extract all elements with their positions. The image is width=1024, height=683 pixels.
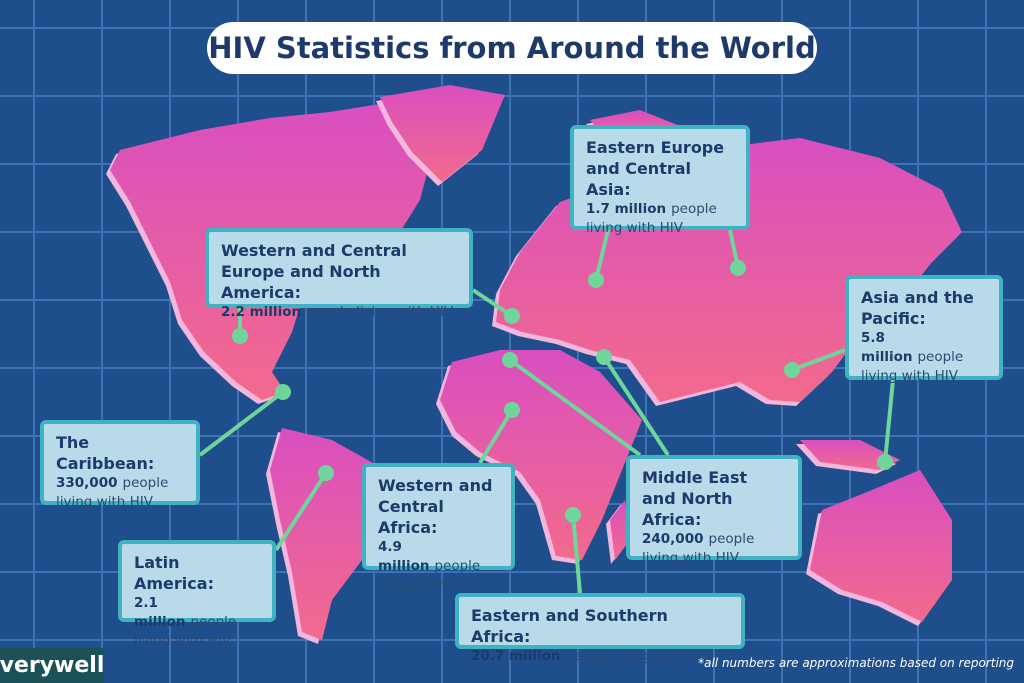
- connector-dot: [877, 454, 893, 470]
- land: [810, 470, 952, 622]
- region-box: Eastern and Southern Africa: 20.7 million…: [455, 593, 745, 664]
- region-figure: 4.9 million: [378, 539, 430, 574]
- land: [380, 85, 505, 182]
- region-text: people living with HIV: [378, 558, 481, 593]
- region-text: people living with HIV: [565, 648, 713, 664]
- connector-dot: [504, 402, 520, 418]
- region-figure: 5.8 million: [861, 330, 913, 365]
- region-stat: 5.8 million people living with HIV: [861, 329, 987, 386]
- connector: [883, 379, 895, 463]
- region-box: Middle East and North Africa: 240,000 peop…: [626, 455, 802, 566]
- region-stat: 1.7 million people living with HIV: [586, 200, 734, 238]
- connector-dot: [275, 384, 291, 400]
- region-figure: 330,000: [56, 475, 118, 491]
- region-box: The Caribbean: 330,000 people living with …: [40, 420, 200, 510]
- connector: [594, 229, 610, 281]
- region-figure: 2.2 million: [221, 304, 302, 320]
- region-name: Middle East and North Africa:: [642, 468, 748, 529]
- region-text: people living with HIV: [861, 349, 964, 384]
- region-stat: 330,000 people living with HIV: [56, 474, 184, 512]
- connector-dot: [588, 272, 604, 288]
- connector: [791, 348, 846, 372]
- region-name: Asia and the Pacific:: [861, 288, 974, 328]
- region-figure: 240,000: [642, 531, 704, 547]
- region-box: Latin America: 2.1 million people living w…: [118, 540, 276, 649]
- title: HIV Statistics from Around the World: [207, 22, 817, 74]
- connector-dot: [596, 349, 612, 365]
- connector-dot: [730, 260, 746, 276]
- region-stat: 240,000 people living with HIV: [642, 530, 786, 568]
- connector: [508, 358, 642, 457]
- region-name: Eastern and Southern Africa:: [471, 606, 668, 646]
- region-name: Eastern Europe and Central Asia:: [586, 138, 725, 199]
- region-text: people living with HIV: [642, 531, 755, 566]
- region-box: Western and Central Africa: 4.9 million pe…: [362, 463, 515, 593]
- connector-dot: [318, 465, 334, 481]
- land: [800, 440, 900, 470]
- connector-dot: [784, 362, 800, 378]
- region-box: Eastern Europe and Central Asia: 1.7 mill…: [570, 125, 750, 236]
- region-stat: 2.2 million people living with HIV: [221, 303, 457, 322]
- region-figure: 20.7 million: [471, 648, 561, 664]
- region-stat: 4.9 million people living with HIV: [378, 538, 499, 595]
- region-box: Asia and the Pacific: 5.8 million people l…: [845, 275, 1003, 384]
- logo: verywell: [0, 648, 104, 683]
- connector: [478, 408, 514, 465]
- region-stat: 20.7 million people living with HIV: [471, 647, 729, 666]
- region-figure: 2.1 million: [134, 595, 186, 630]
- connector: [198, 390, 285, 457]
- land: [440, 350, 642, 560]
- region-stat: 2.1 million people living with HIV: [134, 594, 260, 651]
- connector-dot: [565, 507, 581, 523]
- region-name: Western and Central Europe and North Ame…: [221, 241, 407, 302]
- footnote: *all numbers are approximations based on…: [698, 656, 1014, 670]
- region-name: Latin America:: [134, 553, 214, 593]
- region-text: people living with HIV: [56, 475, 169, 510]
- region-name: Western and Central Africa:: [378, 476, 493, 537]
- connector-dot: [502, 352, 518, 368]
- region-text: people living with HIV: [134, 614, 237, 649]
- region-text: people living with HIV: [306, 304, 454, 320]
- connector: [602, 355, 670, 457]
- region-name: The Caribbean:: [56, 433, 155, 473]
- connector: [571, 514, 582, 594]
- region-text: people living with HIV: [586, 201, 717, 236]
- connector: [274, 471, 328, 552]
- land: [610, 500, 630, 560]
- region-figure: 1.7 million: [586, 201, 667, 217]
- connector-dot: [504, 308, 520, 324]
- region-box: Western and Central Europe and North Ame…: [205, 228, 473, 320]
- connectors: [198, 229, 895, 594]
- connector-dot: [232, 328, 248, 344]
